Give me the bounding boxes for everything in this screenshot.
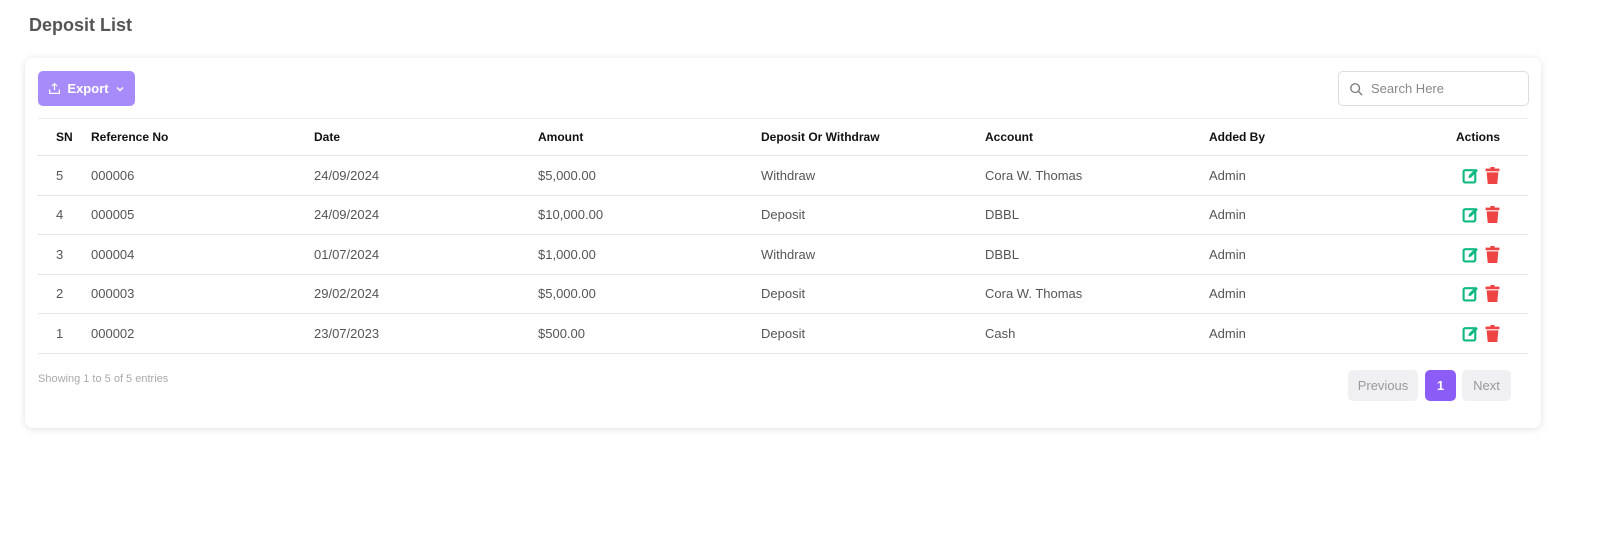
edit-icon[interactable]	[1462, 325, 1479, 342]
table-cell: 000005	[91, 195, 314, 235]
table-cell: 29/02/2024	[314, 274, 538, 314]
search-icon	[1350, 82, 1363, 96]
entries-info: Showing 1 to 5 of 5 entries	[38, 373, 169, 385]
actions-cell	[1359, 274, 1528, 314]
search-box	[1338, 71, 1529, 106]
table-cell: Withdraw	[761, 234, 985, 275]
table-cell: 000004	[91, 234, 314, 275]
column-header: Deposit Or Withdraw	[761, 118, 985, 156]
table-cell: Cora W. Thomas	[985, 274, 1209, 314]
table-cell: Deposit	[761, 195, 985, 235]
table-cell: $5,000.00	[538, 155, 761, 196]
table-cell: $500.00	[538, 313, 761, 354]
table-cell: Withdraw	[761, 155, 985, 196]
table-cell: DBBL	[985, 195, 1209, 235]
table-cell: 23/07/2023	[314, 313, 538, 354]
table-cell: 24/09/2024	[314, 155, 538, 196]
delete-icon[interactable]	[1485, 324, 1500, 342]
table-cell: 000002	[91, 313, 314, 354]
table-cell: Admin	[1209, 313, 1359, 354]
table-cell: Admin	[1209, 155, 1359, 196]
table-cell: Admin	[1209, 234, 1359, 275]
table-cell: 2	[38, 274, 91, 314]
column-header: Amount	[538, 118, 761, 156]
delete-icon[interactable]	[1485, 245, 1500, 263]
column-header: SN	[38, 118, 91, 156]
edit-icon[interactable]	[1462, 285, 1479, 302]
page-title: Deposit List	[29, 15, 133, 35]
column-header: Date	[314, 118, 538, 156]
table-cell: 5	[38, 155, 91, 196]
column-header: Actions	[1359, 118, 1528, 156]
table-row: 1 000002 23/07/2023 $500.00 Deposit Cash Admin	[38, 313, 1528, 354]
delete-icon[interactable]	[1485, 206, 1500, 224]
upload-icon	[49, 82, 61, 94]
page-1-button[interactable]: 1	[1425, 370, 1456, 401]
edit-icon[interactable]	[1462, 206, 1479, 223]
export-button[interactable]: Export	[38, 71, 135, 106]
actions-cell	[1359, 234, 1528, 275]
table-cell: Cora W. Thomas	[985, 155, 1209, 196]
search-input[interactable]	[1371, 81, 1511, 96]
table-row: 3 000004 01/07/2024 $1,000.00 Withdraw DBBL Ad…	[38, 234, 1528, 275]
edit-icon[interactable]	[1462, 167, 1479, 184]
table-cell: Deposit	[761, 274, 985, 314]
previous-button[interactable]: Previous	[1348, 370, 1418, 401]
table-cell: $5,000.00	[538, 274, 761, 314]
edit-icon[interactable]	[1462, 246, 1479, 263]
column-header: Account	[985, 118, 1209, 156]
table-cell: Deposit	[761, 313, 985, 354]
delete-icon[interactable]	[1485, 166, 1500, 184]
next-button[interactable]: Next	[1462, 370, 1511, 401]
deposit-table: SN Reference No Date Amount Deposit Or Withd…	[38, 118, 1528, 354]
actions-cell	[1359, 195, 1528, 235]
table-cell: DBBL	[985, 234, 1209, 275]
table-cell: 3	[38, 234, 91, 275]
column-header: Added By	[1209, 118, 1359, 156]
table-cell: 24/09/2024	[314, 195, 538, 235]
table-cell: Admin	[1209, 274, 1359, 314]
actions-cell	[1359, 155, 1528, 196]
table-cell: Admin	[1209, 195, 1359, 235]
table-row: 5 000006 24/09/2024 $5,000.00 Withdraw Cora W…	[38, 155, 1528, 196]
table-cell: $10,000.00	[538, 195, 761, 235]
table-cell: 000006	[91, 155, 314, 196]
table-cell: 01/07/2024	[314, 234, 538, 275]
table-cell: $1,000.00	[538, 234, 761, 275]
table-cell: 4	[38, 195, 91, 235]
chevron-down-icon	[116, 86, 124, 92]
actions-cell	[1359, 313, 1528, 354]
table-cell: 1	[38, 313, 91, 354]
table-cell: Cash	[985, 313, 1209, 354]
column-header: Reference No	[91, 118, 314, 156]
table-row: 2 000003 29/02/2024 $5,000.00 Deposit Cora W.…	[38, 274, 1528, 314]
table-row: 4 000005 24/09/2024 $10,000.00 Deposit DBBL Ad…	[38, 195, 1528, 235]
table-cell: 000003	[91, 274, 314, 314]
export-label: Export	[67, 81, 109, 96]
delete-icon[interactable]	[1485, 285, 1500, 303]
